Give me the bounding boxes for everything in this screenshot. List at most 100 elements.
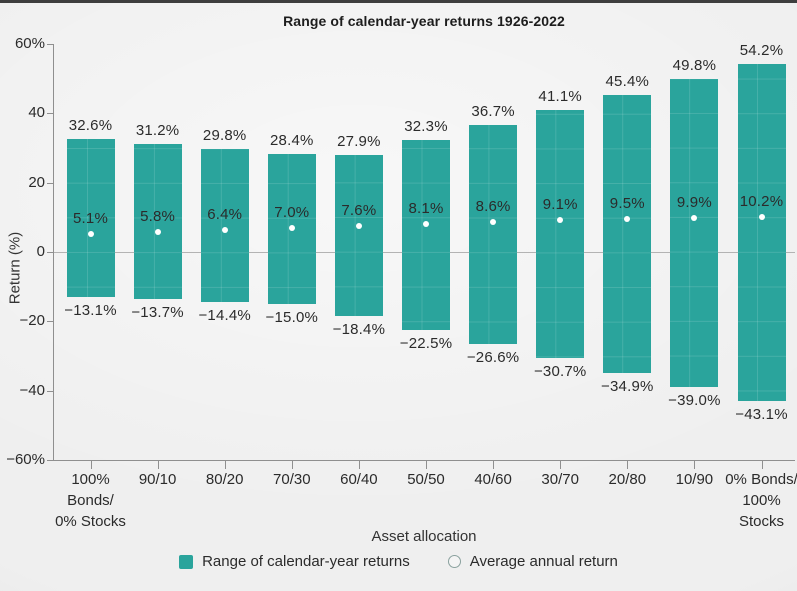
min-return-label: −18.4% <box>332 320 386 338</box>
max-return-label: 27.9% <box>337 133 381 151</box>
average-dot-marker <box>221 226 228 233</box>
average-return-label: 7.6% <box>341 201 377 219</box>
average-dot-marker <box>355 222 362 229</box>
x-category-label: 30/70 <box>541 471 579 488</box>
average-return-label: 8.1% <box>408 199 444 217</box>
max-return-label: 49.8% <box>672 57 717 75</box>
x-category-label: 70/30 <box>273 471 311 488</box>
range-bar <box>536 109 585 359</box>
average-return-label: 6.4% <box>207 205 243 223</box>
x-axis-title: Asset allocation <box>371 528 477 545</box>
average-return-label: 9.5% <box>609 195 645 213</box>
x-tick-mark <box>224 461 226 469</box>
x-tick-mark <box>761 461 763 469</box>
min-return-label: −26.6% <box>466 349 520 367</box>
window-top-strip <box>0 0 797 3</box>
average-return-label: 5.1% <box>73 210 108 228</box>
y-tick-mark <box>47 113 53 115</box>
range-bar <box>737 64 786 402</box>
min-return-label: −13.1% <box>64 302 117 320</box>
x-tick-mark <box>493 461 495 469</box>
x-category-label: 90/10 <box>138 471 177 488</box>
average-return-label: 10.2% <box>739 192 784 210</box>
average-return-label: 9.1% <box>542 196 578 214</box>
max-return-label: 54.2% <box>739 42 784 60</box>
y-tick-label: −20 <box>19 312 45 330</box>
x-tick-mark <box>694 461 696 469</box>
min-return-label: −13.7% <box>131 304 184 322</box>
range-bar <box>66 138 115 298</box>
y-tick-mark <box>47 252 53 253</box>
max-return-label: 32.3% <box>404 118 448 136</box>
y-tick-mark <box>47 460 53 461</box>
range-bar <box>402 140 450 330</box>
average-dot-marker <box>691 214 698 221</box>
y-axis-line <box>53 44 54 460</box>
y-axis-title: Return (%) <box>6 231 24 305</box>
average-dot-marker <box>490 219 497 226</box>
average-dot-icon <box>447 555 461 568</box>
x-category-label: 40/60 <box>474 471 512 488</box>
average-dot-marker <box>758 213 765 220</box>
legend-item-range: Range of calendar-year returns <box>179 553 410 570</box>
y-tick-label: −60% <box>6 451 45 468</box>
y-tick-label: −40 <box>19 381 45 399</box>
chart-title: Range of calendar-year returns 1926-2022 <box>283 13 565 29</box>
average-dot-marker <box>423 220 429 227</box>
x-category-label: 80/20 <box>205 471 244 488</box>
range-swatch-icon <box>179 554 194 569</box>
average-dot-marker <box>288 224 295 231</box>
x-category-label: 20/80 <box>608 471 647 488</box>
min-return-label: −14.4% <box>198 306 251 324</box>
max-return-label: 28.4% <box>270 131 314 149</box>
x-tick-mark <box>358 461 360 469</box>
x-tick-mark <box>560 461 562 469</box>
x-category-label: 50/50 <box>407 471 445 488</box>
average-return-label: 9.9% <box>676 193 712 211</box>
x-category-label: 60/40 <box>340 471 378 488</box>
legend-item-average: Average annual return <box>447 553 618 570</box>
y-tick-mark <box>47 321 53 323</box>
average-return-label: 7.0% <box>274 203 310 221</box>
min-return-label: −22.5% <box>399 335 453 352</box>
min-return-label: −30.7% <box>533 363 587 381</box>
y-tick-label: 0 <box>36 243 45 260</box>
x-tick-mark <box>426 461 427 469</box>
chart-legend: Range of calendar-year returns Average a… <box>0 553 797 570</box>
min-return-label: −15.0% <box>265 309 319 326</box>
x-tick-mark <box>90 461 92 469</box>
y-tick-label: 40 <box>28 104 45 122</box>
range-bar <box>133 143 182 300</box>
max-return-label: 45.4% <box>605 72 650 90</box>
average-dot-marker <box>154 228 161 235</box>
max-return-label: 36.7% <box>471 102 515 120</box>
range-bar <box>200 148 249 302</box>
range-bar <box>334 155 383 316</box>
x-tick-mark <box>291 461 293 469</box>
x-tick-mark <box>627 461 629 469</box>
y-tick-label: 60% <box>14 35 45 52</box>
x-tick-mark <box>157 461 159 469</box>
legend-range-label: Range of calendar-year returns <box>202 553 410 570</box>
y-tick-label: 20 <box>28 173 45 191</box>
x-category-label: 100% Bonds/ 0% Stocks <box>55 471 126 530</box>
average-dot-marker <box>87 231 94 238</box>
max-return-label: 29.8% <box>202 126 247 144</box>
x-axis-line <box>53 460 795 461</box>
y-tick-mark <box>47 390 53 392</box>
average-dot-marker <box>557 217 564 224</box>
min-return-label: −34.9% <box>601 377 654 395</box>
range-bar <box>670 79 719 388</box>
max-return-label: 41.1% <box>538 87 582 105</box>
average-dot-marker <box>624 216 631 223</box>
max-return-label: 32.6% <box>68 116 113 134</box>
x-category-label: 10/90 <box>675 471 714 488</box>
y-tick-mark <box>47 44 53 45</box>
max-return-label: 31.2% <box>135 121 180 139</box>
average-return-label: 8.6% <box>475 198 511 216</box>
average-return-label: 5.8% <box>140 207 176 225</box>
range-bar <box>603 94 652 373</box>
legend-average-label: Average annual return <box>469 553 618 570</box>
x-category-label: 0% Bonds/ 100% Stocks <box>725 471 797 530</box>
